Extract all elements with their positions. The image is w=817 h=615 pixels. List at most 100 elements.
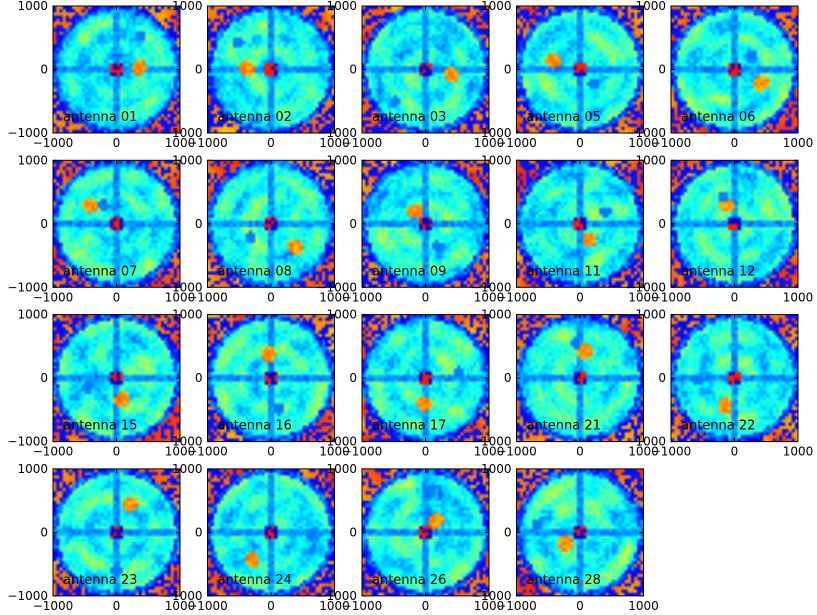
x-tick-label: −1000 (496, 599, 537, 611)
y-tick-label: −1000 (162, 435, 203, 449)
y-tick-label: 1000 (172, 308, 203, 322)
x-tick-label: 1000 (319, 136, 350, 150)
heatmap-image (362, 160, 489, 288)
x-tick-label: −1000 (187, 136, 228, 150)
x-tick-label: −1000 (187, 445, 228, 459)
x-tick-label: −1000 (496, 290, 537, 304)
x-tick-label: 1000 (319, 599, 350, 611)
x-tick-label: 0 (422, 445, 430, 459)
y-tick-label: −1000 (7, 435, 48, 449)
y-tick-label: 0 (504, 371, 512, 385)
y-tick-label: 1000 (326, 0, 357, 13)
y-tick-label: −1000 (7, 280, 48, 294)
x-tick-label: −1000 (342, 599, 383, 611)
x-tick-label: 0 (731, 136, 739, 150)
x-tick-label: −1000 (496, 136, 537, 150)
panel-label: antenna 24 (218, 573, 292, 588)
panel-label: antenna 08 (218, 264, 292, 279)
heatmap-image (362, 6, 489, 133)
y-tick-label: −1000 (471, 589, 512, 603)
x-tick-label: 1000 (319, 445, 350, 459)
y-tick-label: −1000 (162, 126, 203, 140)
heatmap-image (516, 468, 644, 596)
y-tick-label: 0 (658, 217, 666, 231)
y-tick-label: −1000 (162, 589, 203, 603)
heatmap-image (671, 314, 798, 442)
heatmap-image (516, 160, 644, 288)
heatmap-panel: −1000 0 1000 1000 0 −1000 antenna 24 (162, 462, 350, 613)
y-tick-label: 0 (195, 525, 203, 539)
x-tick-label: 1000 (783, 136, 814, 150)
x-tick-label: −1000 (342, 290, 383, 304)
y-tick-label: 0 (349, 217, 357, 231)
x-tick-label: 1000 (319, 290, 350, 304)
y-tick-label: −1000 (471, 126, 512, 140)
heatmap-image (207, 468, 335, 596)
y-tick-label: 1000 (17, 462, 48, 476)
y-tick-label: 0 (195, 371, 203, 385)
panel-label: antenna 09 (372, 264, 446, 279)
x-tick-label: 0 (267, 445, 275, 459)
heatmap-panel: −1000 0 1000 1000 0 −1000 antenna 11 (471, 153, 659, 304)
x-tick-label: 0 (113, 136, 121, 150)
x-tick-label: 1000 (474, 136, 505, 150)
heatmap-image (671, 160, 798, 288)
x-tick-label: −1000 (651, 445, 692, 459)
panel-label: antenna 05 (527, 110, 601, 125)
panel-label: antenna 15 (63, 419, 137, 434)
x-tick-label: 1000 (474, 599, 505, 611)
y-tick-label: 0 (195, 63, 203, 77)
heatmap-panel: −1000 0 1000 1000 0 −1000 antenna 12 (625, 153, 813, 304)
y-tick-label: −1000 (471, 280, 512, 294)
x-tick-label: 1000 (628, 599, 659, 611)
x-tick-label: 0 (576, 599, 584, 611)
y-tick-label: 0 (40, 63, 48, 77)
panel-label: antenna 01 (63, 110, 137, 125)
y-tick-label: 1000 (635, 308, 666, 322)
panel-label: antenna 11 (527, 264, 601, 279)
x-tick-label: −1000 (651, 136, 692, 150)
x-tick-label: −1000 (33, 599, 74, 611)
x-tick-label: 1000 (165, 290, 196, 304)
y-tick-label: 0 (658, 63, 666, 77)
x-tick-label: 0 (576, 290, 584, 304)
panel-label: antenna 07 (63, 264, 137, 279)
y-tick-label: 1000 (172, 0, 203, 13)
heatmap-panel: −1000 0 1000 1000 0 −1000 antenna 22 (625, 308, 813, 459)
heatmap-image (516, 6, 644, 133)
y-tick-label: 1000 (481, 0, 512, 13)
heatmap-image (53, 160, 180, 288)
y-tick-label: 0 (504, 525, 512, 539)
y-tick-label: 1000 (635, 0, 666, 13)
panel-label: antenna 26 (372, 573, 446, 588)
x-tick-label: 0 (422, 290, 430, 304)
x-tick-label: 0 (113, 290, 121, 304)
y-tick-label: 1000 (17, 0, 48, 13)
x-tick-label: 0 (576, 445, 584, 459)
heatmap-panel: −1000 0 1000 1000 0 −1000 antenna 09 (316, 153, 504, 304)
panel-label: antenna 02 (218, 110, 292, 125)
heatmap-panel: −1000 0 1000 1000 0 −1000 antenna 15 (7, 308, 195, 459)
heatmap-panel: −1000 0 1000 1000 0 −1000 antenna 21 (471, 308, 659, 459)
y-tick-label: −1000 (162, 280, 203, 294)
y-tick-label: 0 (40, 371, 48, 385)
y-tick-label: −1000 (471, 435, 512, 449)
y-tick-label: 0 (349, 525, 357, 539)
panel-label: antenna 06 (681, 110, 755, 125)
heatmap-image (362, 314, 489, 442)
x-tick-label: 1000 (165, 136, 196, 150)
heatmap-image (207, 160, 335, 288)
y-tick-label: 0 (658, 371, 666, 385)
heatmap-panel: −1000 0 1000 1000 0 −1000 antenna 28 (471, 462, 659, 613)
x-tick-label: 0 (113, 599, 121, 611)
y-tick-label: 0 (195, 217, 203, 231)
heatmap-panel: −1000 0 1000 1000 0 −1000 antenna 05 (471, 0, 659, 150)
x-tick-label: −1000 (33, 136, 74, 150)
x-tick-label: −1000 (33, 445, 74, 459)
heatmap-panel: −1000 0 1000 1000 0 −1000 antenna 08 (162, 153, 350, 304)
panel-label: antenna 21 (527, 419, 601, 434)
heatmap-panel: −1000 0 1000 1000 0 −1000 antenna 02 (162, 0, 350, 150)
y-tick-label: 1000 (17, 308, 48, 322)
